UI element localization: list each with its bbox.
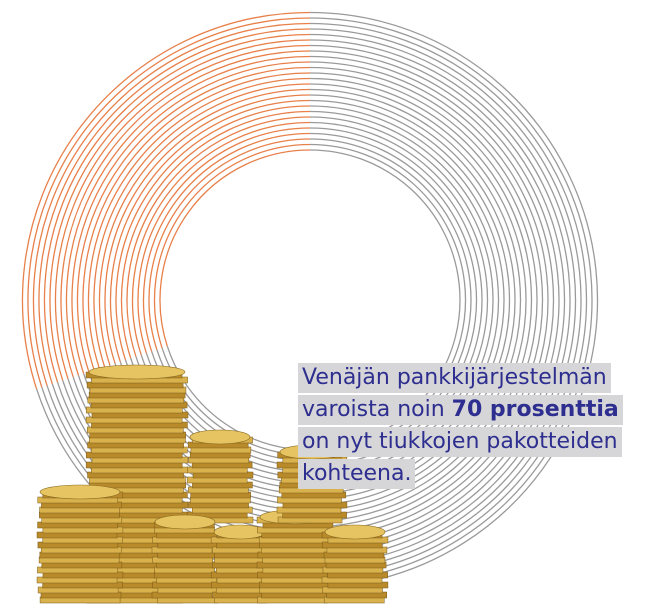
coin-top xyxy=(190,430,250,444)
coin-top xyxy=(40,485,120,499)
infographic: Venäjän pankkijärjestelmän varoista noin… xyxy=(0,0,662,612)
annotation-highlight: 70 prosenttia xyxy=(452,397,619,422)
ring-arc xyxy=(138,128,310,353)
annotation-line: varoista noin 70 prosenttia xyxy=(298,395,623,425)
annotation-line: on nyt tiukkojen pakotteiden xyxy=(298,427,622,457)
ring-arc xyxy=(160,150,310,346)
coin-top xyxy=(325,525,385,539)
ring-arc xyxy=(55,46,310,379)
annotation-line: kohteena. xyxy=(298,459,415,489)
annotation-text: varoista noin xyxy=(302,397,445,422)
ring-arc xyxy=(33,24,310,386)
ring-arc xyxy=(22,13,310,389)
annotation-line: Venäjän pankkijärjestelmän xyxy=(298,363,611,393)
ring-arc xyxy=(132,123,310,355)
coin-top xyxy=(89,365,185,379)
ring-arc xyxy=(155,145,311,349)
ring-arc xyxy=(88,79,310,369)
ring-arc xyxy=(61,51,310,377)
coin-top xyxy=(155,515,215,529)
annotation: Venäjän pankkijärjestelmän varoista noin… xyxy=(298,362,623,490)
ring-chart xyxy=(0,0,662,612)
ring-arc xyxy=(143,134,310,352)
